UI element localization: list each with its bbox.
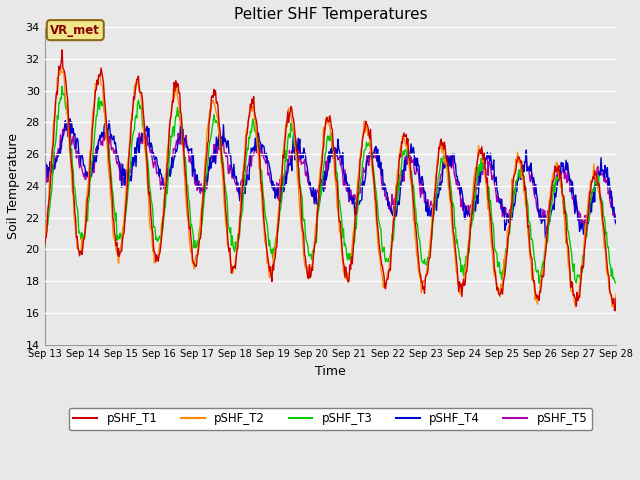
pSHF_T4 [612,221,620,227]
pSHF_T4 [169,165,177,171]
pSHF_T4 [199,190,207,196]
pSHF_T3 [58,84,66,89]
pSHF_T2 [111,236,118,242]
pSHF_T1 [611,308,618,313]
pSHF_T1 [199,202,207,207]
pSHF_T2 [169,96,177,102]
pSHF_T5 [51,166,59,171]
pSHF_T1 [612,296,620,301]
Legend: pSHF_T1, pSHF_T2, pSHF_T3, pSHF_T4, pSHF_T5: pSHF_T1, pSHF_T2, pSHF_T3, pSHF_T4, pSHF… [68,408,592,430]
pSHF_T4 [401,158,408,164]
pSHF_T1 [58,47,66,53]
pSHF_T4 [542,237,550,243]
pSHF_T5 [41,172,49,178]
pSHF_T3 [41,230,49,236]
pSHF_T5 [111,149,118,155]
Line: pSHF_T5: pSHF_T5 [45,122,616,226]
pSHF_T5 [199,184,207,190]
pSHF_T2 [401,137,408,143]
pSHF_T4 [111,141,118,147]
pSHF_T1 [417,279,425,285]
pSHF_T1 [51,112,59,118]
pSHF_T5 [580,223,588,229]
pSHF_T5 [417,179,425,184]
pSHF_T4 [41,157,49,163]
Title: Peltier SHF Temperatures: Peltier SHF Temperatures [234,7,427,22]
pSHF_T2 [51,108,59,113]
Line: pSHF_T2: pSHF_T2 [45,67,616,307]
pSHF_T3 [401,147,408,153]
Line: pSHF_T3: pSHF_T3 [45,86,616,283]
pSHF_T5 [612,211,620,217]
pSHF_T3 [417,255,425,261]
pSHF_T3 [111,208,118,214]
pSHF_T3 [199,212,207,218]
pSHF_T2 [417,290,425,296]
Text: VR_met: VR_met [51,24,100,36]
pSHF_T5 [401,155,408,160]
pSHF_T1 [41,243,49,249]
pSHF_T2 [572,304,579,310]
X-axis label: Time: Time [315,365,346,378]
pSHF_T5 [63,120,70,125]
pSHF_T5 [169,158,177,164]
pSHF_T3 [51,144,59,149]
Line: pSHF_T1: pSHF_T1 [45,50,616,311]
Y-axis label: Soil Temperature: Soil Temperature [7,133,20,239]
pSHF_T3 [612,280,620,286]
pSHF_T2 [57,64,65,70]
pSHF_T4 [51,161,59,167]
pSHF_T4 [417,175,425,180]
pSHF_T2 [41,240,49,246]
pSHF_T1 [111,230,118,236]
Line: pSHF_T4: pSHF_T4 [45,119,616,240]
pSHF_T2 [612,290,620,296]
pSHF_T4 [65,116,72,121]
pSHF_T3 [169,127,177,132]
pSHF_T2 [199,194,207,200]
pSHF_T3 [535,280,543,286]
pSHF_T1 [169,98,177,104]
pSHF_T1 [401,133,408,139]
